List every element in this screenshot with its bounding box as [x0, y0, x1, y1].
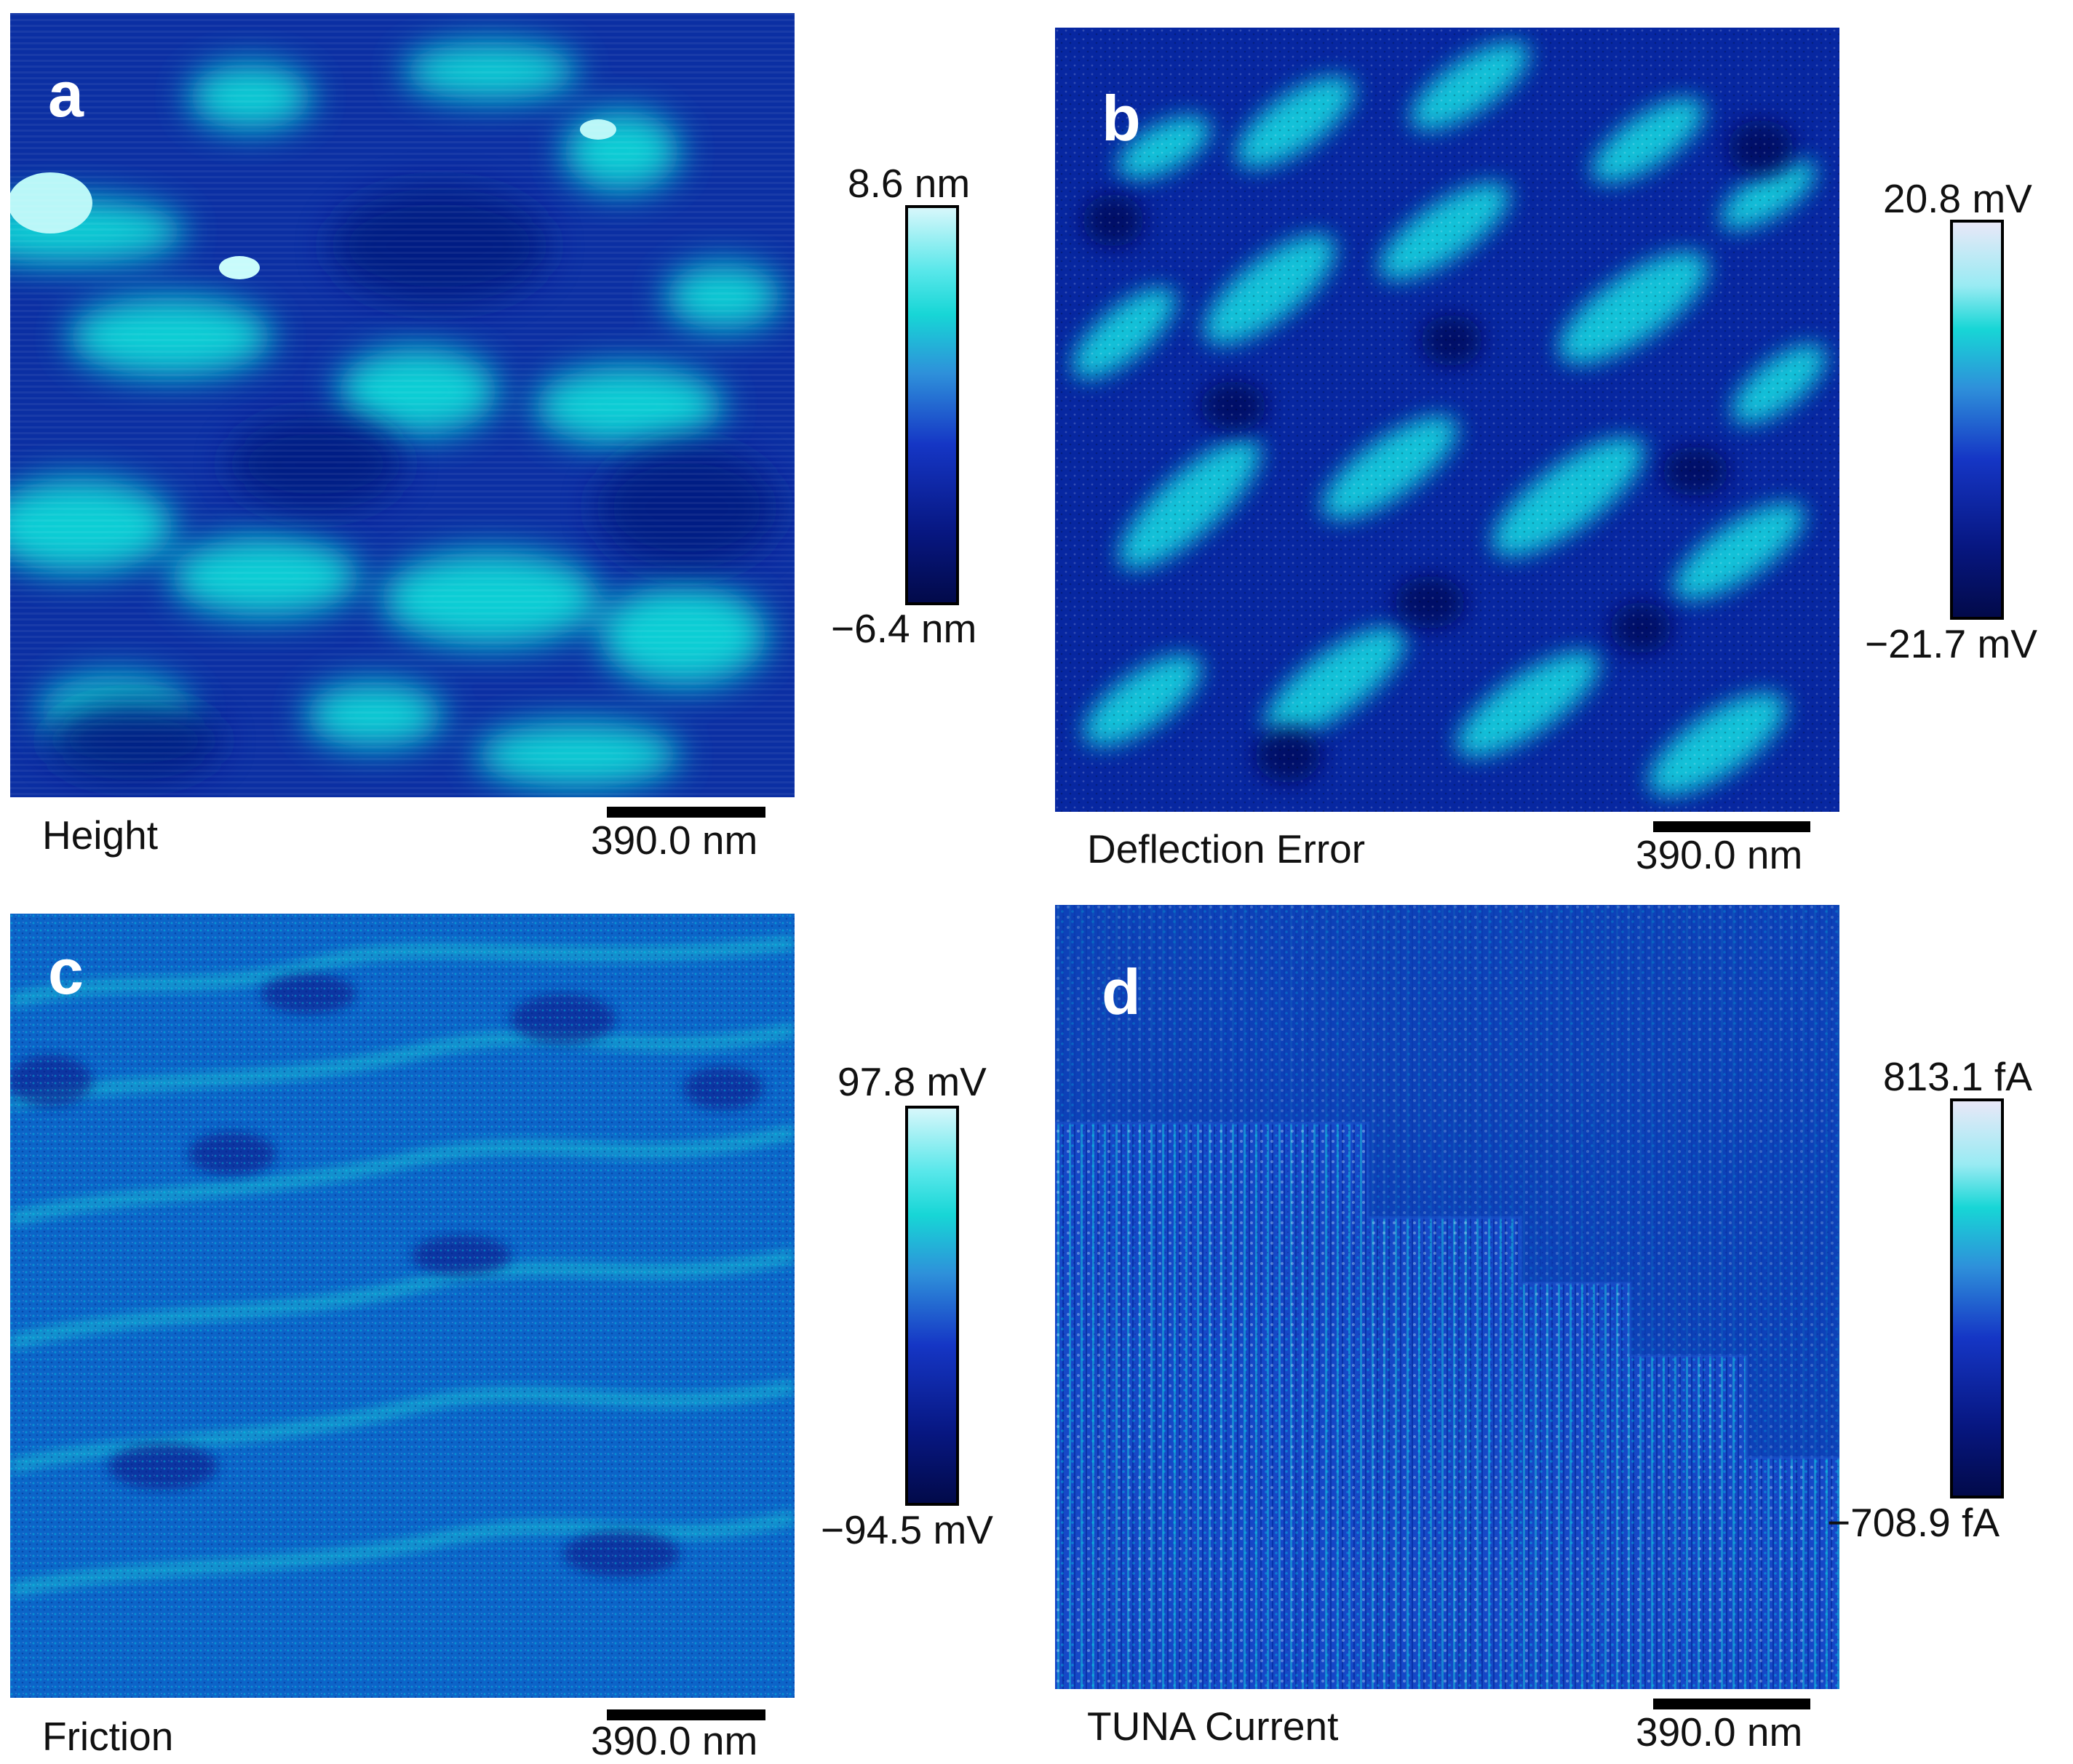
tuna-current-scale-bar [1653, 1699, 1810, 1709]
height-range-min: −6.4 nm [831, 606, 977, 651]
tuna-current-range-max: 813.1 fA [1883, 1054, 2032, 1099]
tuna-current-image [1055, 905, 1839, 1689]
tuna-current-range-min: −708.9 fA [1827, 1500, 2000, 1545]
height-colorbar [905, 205, 959, 605]
panel-letter-c: c [48, 935, 84, 1007]
panel-letter-b: b [1102, 82, 1141, 154]
panel-letter-d: d [1102, 956, 1141, 1028]
height-image [10, 13, 795, 797]
deflection-error-scale-label: 390.0 nm [1636, 832, 1803, 877]
friction-range-max: 97.8 mV [837, 1059, 987, 1104]
deflection-error-range-min: −21.7 mV [1865, 621, 2037, 666]
friction-range-min: −94.5 mV [821, 1507, 993, 1552]
height-label: Height [42, 813, 158, 858]
friction-image [10, 914, 795, 1698]
deflection-error-scale-bar [1653, 821, 1810, 832]
panel-letter-a: a [48, 58, 84, 130]
friction-map [10, 914, 795, 1698]
tuna-current-colorbar [1950, 1098, 2004, 1498]
deflection-error-map [1055, 28, 1839, 812]
deflection-error-image [1055, 28, 1839, 812]
height-map [10, 13, 795, 797]
height-scale-bar [607, 807, 765, 818]
tuna-current-map [1055, 905, 1839, 1689]
friction-colorbar [905, 1106, 959, 1506]
deflection-error-colorbar [1950, 220, 2004, 620]
height-scale-label: 390.0 nm [591, 818, 758, 863]
friction-label: Friction [42, 1714, 174, 1759]
friction-scale-label: 390.0 nm [591, 1718, 758, 1763]
friction-scale-bar [607, 1709, 765, 1720]
deflection-error-label: Deflection Error [1087, 826, 1366, 871]
height-range-max: 8.6 nm [848, 161, 971, 206]
tuna-current-scale-label: 390.0 nm [1636, 1709, 1803, 1755]
deflection-error-range-max: 20.8 mV [1883, 176, 2032, 221]
tuna-current-label: TUNA Current [1087, 1704, 1339, 1749]
